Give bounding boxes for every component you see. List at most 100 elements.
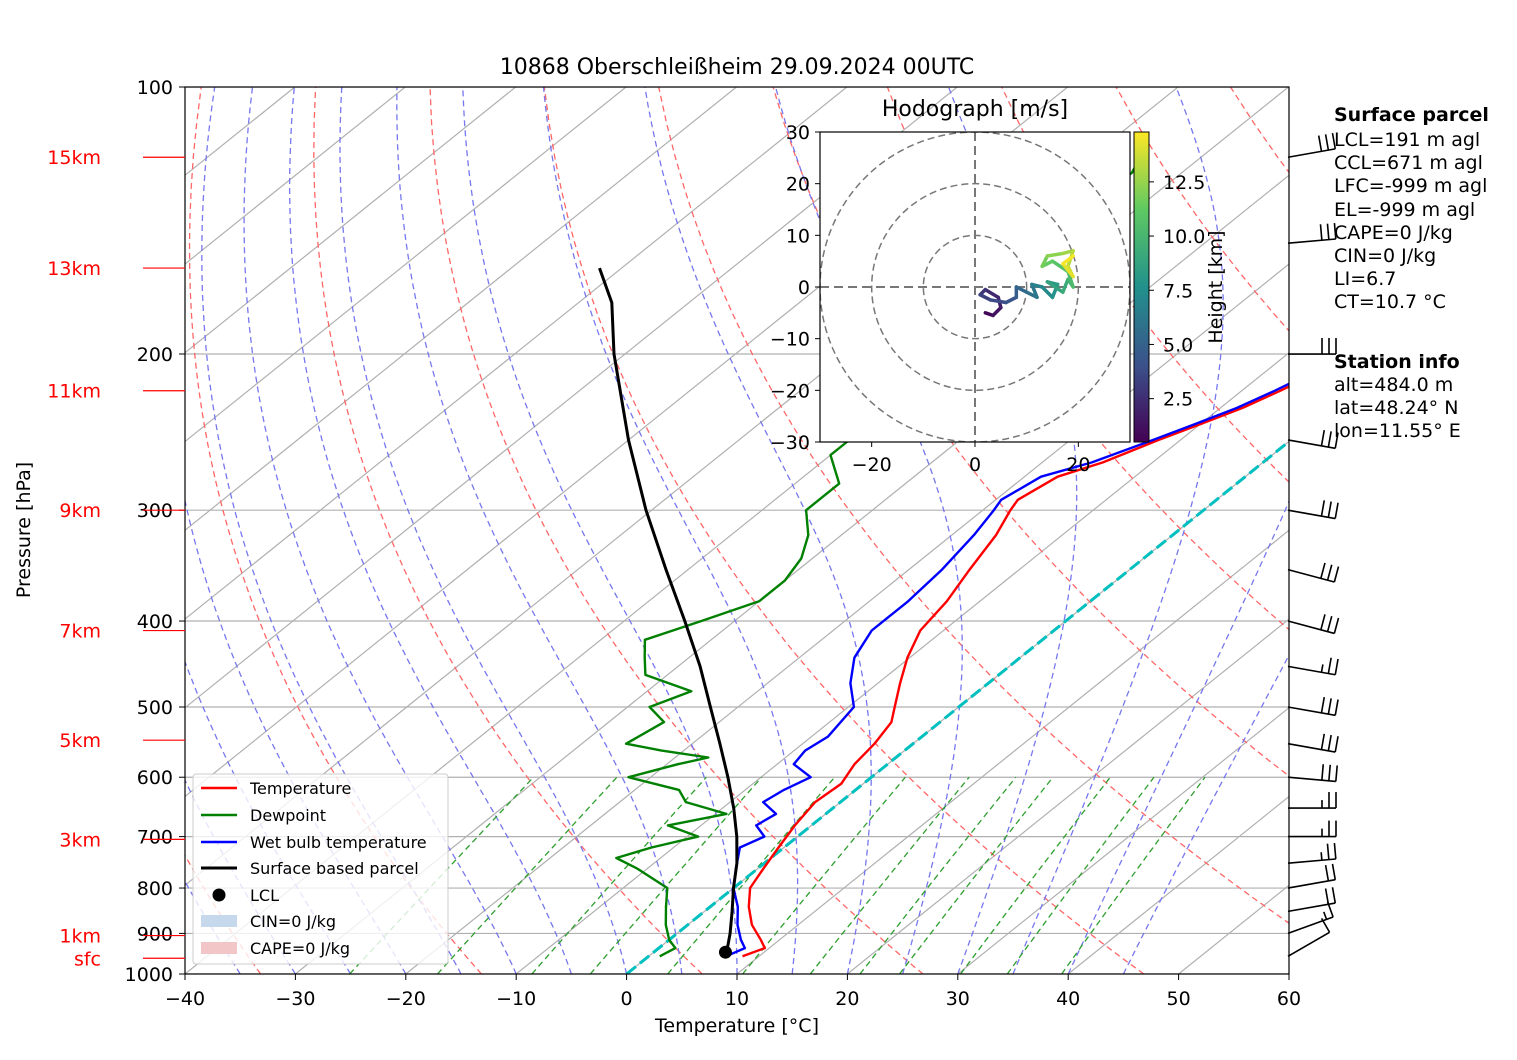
y-tick-label: 600 [137,767,173,789]
wind-barb [1287,842,1337,864]
dry-adiabat [658,87,1289,925]
height-label: 9km [59,500,101,522]
y-tick-label: 400 [137,611,173,633]
hodograph-rings [820,132,1130,442]
wind-barb-feather [1320,429,1326,447]
wind-barb-feather [1327,734,1332,751]
x-tick-label: 30 [946,988,970,1010]
x-tick-label: 10 [725,988,749,1010]
mixing-ratio-line [531,776,707,974]
wind-barb-shaft [1287,620,1335,635]
mixing-ratio-line [349,776,534,974]
wind-barb-feather [1333,566,1340,583]
hodograph-segment [1040,254,1050,269]
moist-adiabat [396,87,683,974]
moist-adiabat [774,87,963,974]
wind-barb [1288,338,1337,355]
mixing-ratio-line [1006,776,1155,974]
legend-swatch-lcl [212,888,226,902]
colorbar-tick-label: 10.0 [1163,226,1205,248]
zero-isotherm [625,439,1289,974]
height-label: 5km [59,730,101,752]
wind-barb-shaft [1287,916,1334,935]
wind-barb-feather [1326,615,1333,632]
surface-parcel-line: CT=10.7 °C [1334,291,1446,313]
wind-barb-feather [1320,614,1326,631]
wind-barb-shaft [1287,858,1336,864]
isotherm [185,87,517,354]
wind-barb-shaft [1287,148,1336,159]
hodograph-segment [1030,282,1044,289]
legend-label-dewpoint: Dewpoint [250,806,326,825]
station-info-heading: Station info [1334,351,1460,373]
wind-barb-feather [1327,698,1332,715]
surface-parcel-line: CIN=0 J/kg [1334,245,1436,267]
y-tick-label: 200 [137,344,173,366]
legend-label-cape: CAPE=0 J/kg [250,939,350,958]
wind-barb-feather [1326,564,1333,581]
isotherm [847,618,1289,974]
x-axis-ticks: −40 −30 −20 −10 0 10 20 30 40 50 60 [165,974,1301,1010]
hodograph-segment [1004,295,1019,305]
wind-barb-half-feather [1320,852,1323,861]
isotherm [957,706,1289,974]
x-tick-label: −30 [275,988,315,1010]
wind-barb [1288,820,1337,838]
wind-barb-feather [1319,224,1323,241]
isotherm [515,352,1289,974]
surface-parcel-line: CCL=671 m agl [1334,152,1483,174]
series-line-parcel [598,267,739,957]
mixing-ratio-lines [349,776,1206,974]
wind-barb-shaft [1287,902,1336,913]
mixing-ratio-line [437,776,618,974]
wind-barb [1287,429,1339,450]
surface-parcel-line: LI=6.7 [1334,268,1396,290]
wind-barb [1287,133,1337,159]
hodograph-segment [1061,262,1075,279]
height-label: 7km [59,621,101,643]
hodograph-y-tick-label: 0 [798,277,810,299]
surface-parcel-line: CAPE=0 J/kg [1334,222,1453,244]
legend: Temperature Dewpoint Wet bulb temperatur… [192,773,449,965]
isotherm [1067,795,1289,974]
wind-barb-half-feather [1320,664,1324,673]
moist-adiabat [339,87,628,974]
wind-barb-feather [1334,699,1339,716]
wind-barb-feather [1333,223,1337,240]
moist-adiabat [288,87,573,974]
y-tick-label: 800 [137,878,173,900]
hodograph-y-tick-label: −20 [770,380,810,402]
hodograph-inset: Hodograph [m/s] −20 0 20 30 20 10 0 −10 −20 −30 2… [770,97,1227,476]
legend-label-wetbulb: Wet bulb temperature [250,833,427,852]
hodograph-segment [988,298,1008,305]
x-tick-label: −40 [165,988,205,1010]
mixing-ratio-line [809,776,970,974]
mixing-ratio-line [667,776,836,974]
hodograph-segment [1030,282,1039,300]
isotherm [295,174,1289,974]
mixing-ratio-line [589,776,763,974]
y-tick-label: 300 [137,500,173,522]
hodograph-x-tick-label: −20 [852,454,892,476]
wind-barb-feather [1320,562,1326,579]
hodograph-trace [978,249,1075,318]
wind-barb [1287,657,1339,676]
mixing-ratio-line [1061,776,1206,974]
hodograph-x-tick-label: 20 [1066,454,1090,476]
x-tick-label: −10 [496,988,536,1010]
wind-barb-feather [1327,657,1332,674]
colorbar-ticks: 2.5 5.0 7.5 10.0 12.5 [1149,172,1205,411]
surface-parcel-heading: Surface parcel [1334,104,1489,126]
colorbar-tick-label: 5.0 [1163,334,1193,356]
surface-parcel-line: LFC=-999 m agl [1334,175,1487,197]
hodograph-y-tick-label: −10 [770,329,810,351]
wind-barb [1287,500,1339,520]
wind-barb-shaft [1287,439,1336,450]
x-tick-label: 60 [1277,988,1301,1010]
wind-barb [1287,696,1339,717]
hodograph-segment [983,287,1000,300]
wind-barb [1287,918,1331,957]
hodograph-y-tick-label: 10 [786,225,810,247]
surface-parcel-line: LCL=191 m agl [1334,129,1480,151]
wind-barb-feather [1327,431,1332,448]
